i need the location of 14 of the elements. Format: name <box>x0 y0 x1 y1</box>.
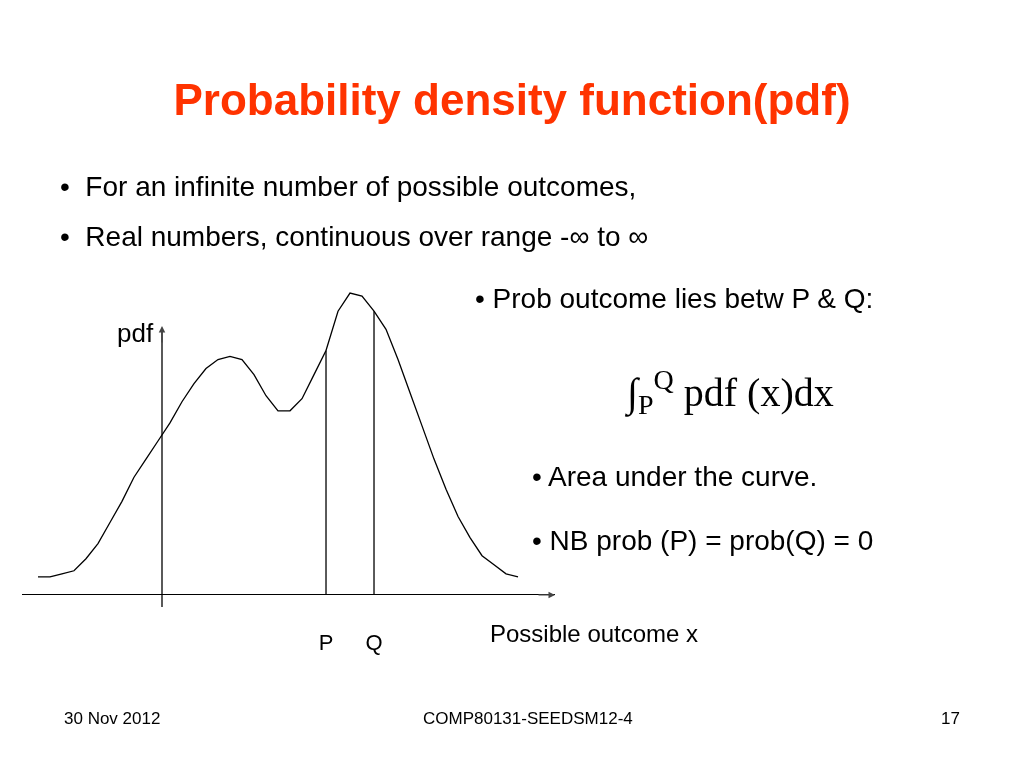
x-tick-label: P <box>318 630 334 655</box>
text: • Real numbers, continuous over range -∞ to ∞ <box>60 221 649 252</box>
x-tick-label: Q <box>365 630 383 655</box>
annotation: • Prob outcome lies betw P & Q: <box>475 283 874 314</box>
x-axis-title: Possible outcome x <box>490 620 699 647</box>
text: • For an infinite number of possible outcomes, <box>60 171 637 202</box>
text: ∫$_{P}$$^{Q}$ pdf (x)dx <box>624 364 834 421</box>
text: 17 <box>941 709 960 728</box>
y-axis-title: pdf <box>117 318 154 348</box>
chart-title: Probability density function(pdf) <box>173 75 851 125</box>
text: 30 Nov 2012 <box>64 709 161 728</box>
text: COMP80131-SEEDSM12-4 <box>423 709 633 728</box>
text: • Area under the curve. <box>532 461 818 492</box>
text: • NB prob (P) = prob(Q) = 0 <box>532 525 874 556</box>
